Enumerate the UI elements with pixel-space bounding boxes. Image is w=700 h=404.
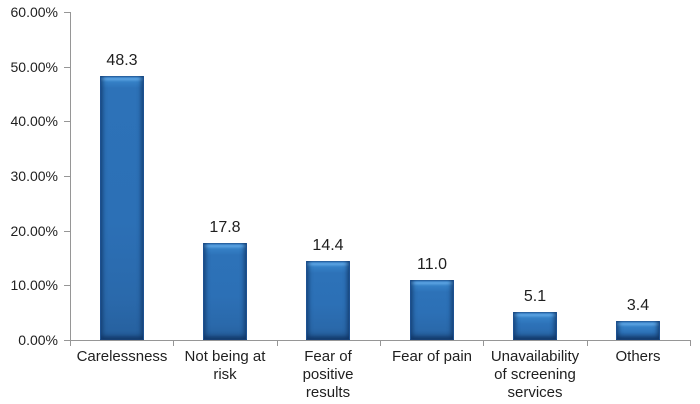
bar-not-being-at-risk: [203, 243, 247, 340]
x-tick: [483, 340, 484, 346]
y-tick: [64, 176, 70, 177]
category-label: Unavailability of screening services: [490, 348, 580, 401]
y-tick-label: 20.00%: [10, 223, 58, 239]
bar-carelessness: [100, 76, 144, 340]
y-tick-label: 60.00%: [10, 4, 58, 20]
y-tick-label: 0.00%: [18, 332, 58, 348]
bar-value-label: 48.3: [106, 52, 138, 69]
y-tick: [64, 285, 70, 286]
x-tick: [380, 340, 381, 346]
bar-value-label: 11.0: [417, 256, 447, 273]
y-tick: [64, 121, 70, 122]
x-tick: [70, 340, 71, 346]
category-label: Not being at risk: [184, 348, 266, 383]
bar-value-label: 3.4: [626, 297, 650, 314]
x-tick: [690, 340, 691, 346]
category-label: Fear of positive results: [302, 348, 354, 401]
category-label: Fear of pain: [391, 348, 473, 365]
x-tick: [277, 340, 278, 346]
x-tick: [173, 340, 174, 346]
y-tick-label: 10.00%: [10, 277, 58, 293]
bar-value-label: 5.1: [523, 288, 547, 305]
category-label: Carelessness: [76, 348, 168, 365]
bar-value-label: 17.8: [209, 219, 241, 236]
bar-others: [616, 321, 660, 340]
bar-unavailability-of-screening-services: [513, 312, 557, 340]
y-tick: [64, 12, 70, 13]
y-tick: [64, 67, 70, 68]
x-tick: [587, 340, 588, 346]
category-label: Others: [615, 348, 661, 365]
y-tick-label: 50.00%: [10, 59, 58, 75]
bar-fear-of-positive-results: [306, 261, 350, 340]
y-tick-label: 40.00%: [10, 113, 58, 129]
bar-fear-of-pain: [410, 280, 454, 340]
y-tick: [64, 340, 70, 341]
y-tick: [64, 231, 70, 232]
y-axis-line: [70, 12, 71, 340]
y-tick-label: 30.00%: [10, 168, 58, 184]
bar-value-label: 14.4: [312, 237, 344, 254]
